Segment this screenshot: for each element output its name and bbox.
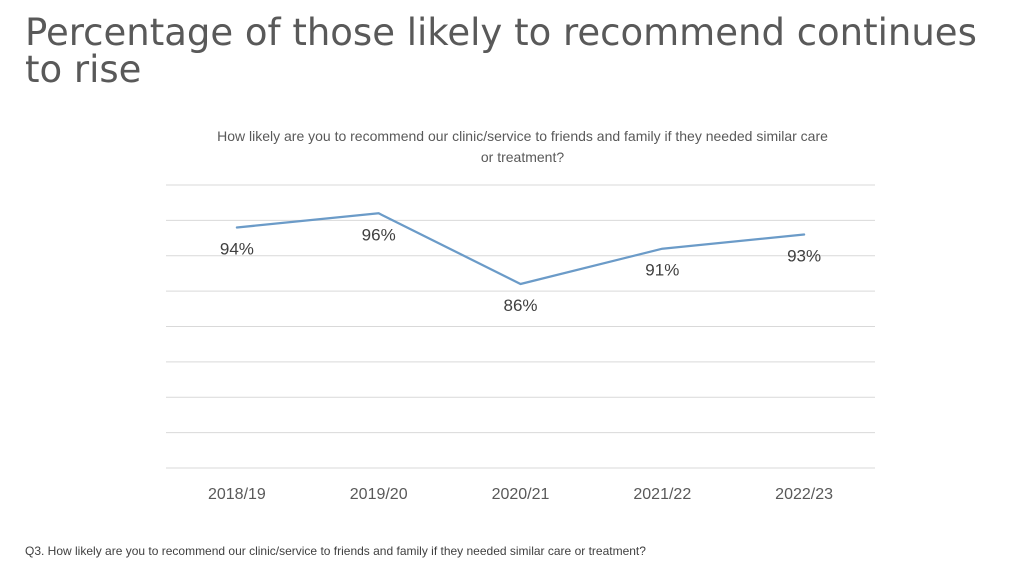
data-label: 94% (220, 239, 254, 258)
x-tick-label: 2018/19 (208, 486, 266, 503)
x-tick-label: 2019/20 (350, 486, 408, 503)
footnote: Q3. How likely are you to recommend our … (25, 544, 646, 558)
slide-title: Percentage of those likely to recommend … (25, 11, 977, 91)
x-tick-label: 2021/22 (633, 486, 691, 503)
data-label: 96% (362, 225, 396, 244)
data-labels: 94% 96% 86% 91% 93% (220, 225, 821, 315)
series-line (235, 212, 806, 286)
data-label: 91% (645, 261, 679, 280)
chart-title: How likely are you to recommend our clin… (217, 128, 828, 165)
x-tick-label: 2022/23 (775, 486, 833, 503)
data-label: 93% (787, 247, 821, 266)
x-tick-label: 2020/21 (492, 486, 550, 503)
gridlines (166, 184, 875, 469)
x-axis: 2018/19 2019/20 2020/21 2021/22 2022/23 (208, 486, 833, 503)
data-label: 86% (503, 296, 537, 315)
series-line-group (235, 212, 806, 286)
